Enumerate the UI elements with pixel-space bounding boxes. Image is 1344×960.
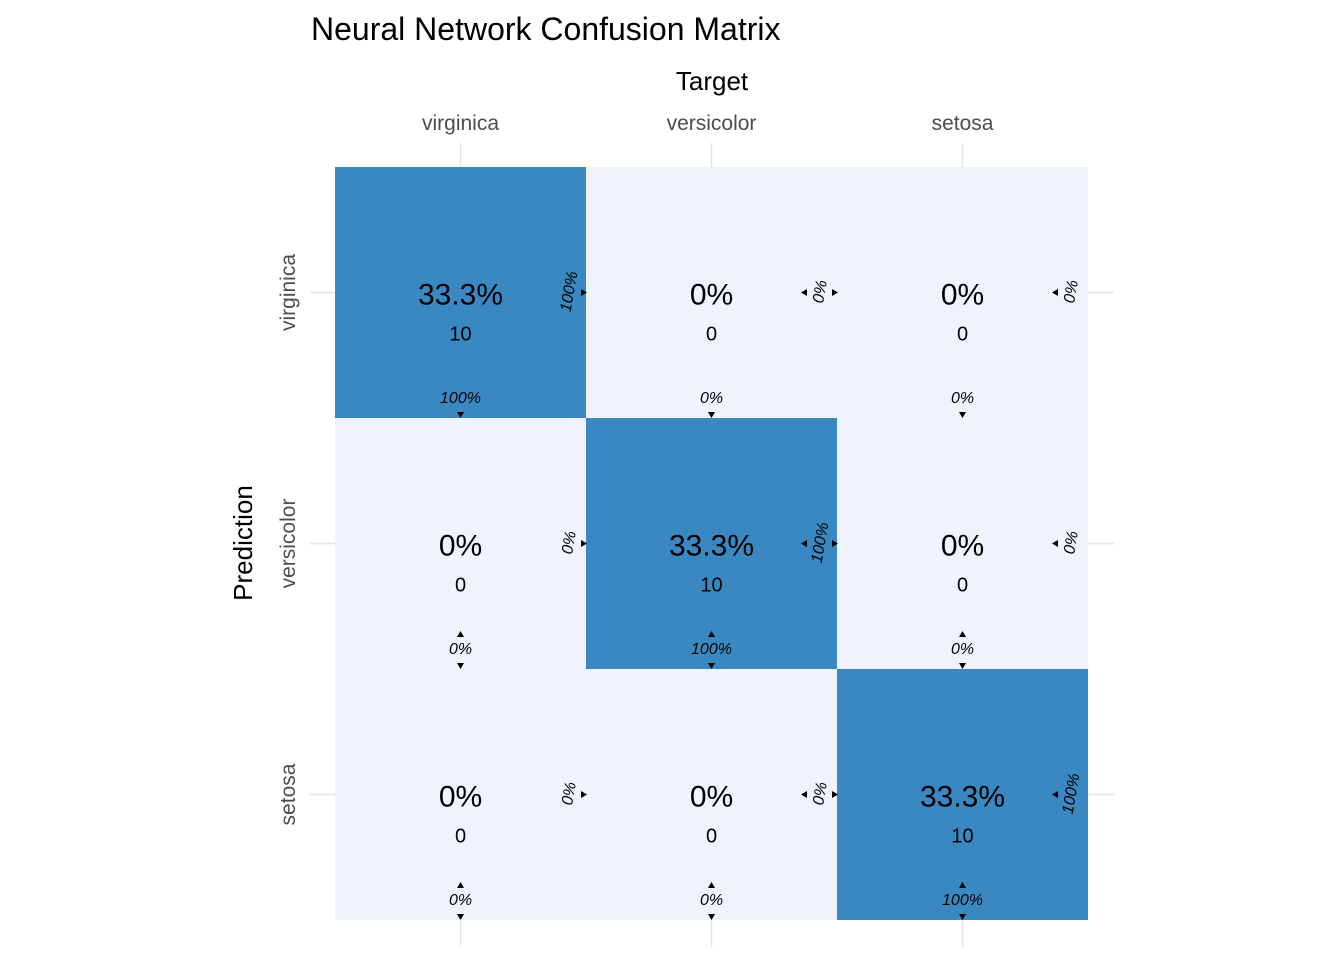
row-right-arrow	[832, 289, 838, 296]
heatmap-cell	[837, 167, 1088, 418]
column-up-arrow	[959, 882, 966, 888]
column-up-arrow	[457, 882, 464, 888]
heatmap-cell	[586, 418, 837, 669]
column-down-arrow	[457, 914, 464, 920]
x-tick-label: virginica	[422, 112, 499, 135]
y-tick-label: setosa	[277, 763, 300, 825]
column-percent-label: 0%	[951, 390, 974, 407]
row-percent-label: 0%	[810, 279, 831, 305]
row-left-arrow	[801, 289, 807, 296]
column-down-arrow	[708, 914, 715, 920]
chart-title: Neural Network Confusion Matrix	[311, 11, 781, 47]
cell-count-label: 10	[700, 575, 722, 597]
column-percent-label: 0%	[449, 892, 472, 909]
column-percent-label: 100%	[691, 641, 732, 658]
cell-percent-label: 33.3%	[669, 530, 754, 563]
row-left-arrow	[1052, 540, 1058, 547]
column-down-arrow	[457, 412, 464, 418]
cell-percent-label: 0%	[941, 279, 984, 312]
x-axis-title: Target	[676, 66, 749, 96]
column-up-arrow	[457, 631, 464, 637]
x-tick-label: setosa	[932, 112, 994, 135]
y-tick-label: versicolor	[277, 499, 300, 589]
column-up-arrow	[708, 631, 715, 637]
column-down-arrow	[959, 663, 966, 669]
row-right-arrow	[581, 540, 587, 547]
cell-percent-label: 33.3%	[418, 279, 503, 312]
column-down-arrow	[708, 412, 715, 418]
column-percent-label: 0%	[700, 390, 723, 407]
column-percent-label: 0%	[700, 892, 723, 909]
row-percent-label: 0%	[810, 781, 831, 807]
grid-lines	[310, 143, 1114, 947]
cell-count-label: 0	[957, 324, 968, 346]
y-axis-title: Prediction	[228, 485, 258, 601]
row-percent-label: 100%	[1060, 772, 1084, 815]
row-percent-label: 0%	[559, 530, 580, 556]
column-up-arrow	[708, 882, 715, 888]
x-tick-label: versicolor	[667, 112, 757, 135]
cell-percent-label: 0%	[439, 530, 482, 563]
row-percent-label: 0%	[559, 781, 580, 807]
cell-percent-label: 0%	[690, 781, 733, 814]
row-right-arrow	[832, 791, 838, 798]
heatmap-cell	[335, 167, 586, 418]
row-left-arrow	[1052, 289, 1058, 296]
heatmap-cell	[335, 418, 586, 669]
column-percent-label: 0%	[449, 641, 472, 658]
cell-percent-label: 0%	[941, 530, 984, 563]
column-down-arrow	[457, 663, 464, 669]
column-down-arrow	[959, 412, 966, 418]
cell-count-label: 0	[455, 575, 466, 597]
row-left-arrow	[1052, 791, 1058, 798]
y-tick-label: virginica	[277, 254, 300, 331]
cell-count-label: 0	[455, 826, 466, 848]
cell-count-label: 0	[706, 324, 717, 346]
row-percent-label: 0%	[1061, 279, 1082, 305]
cell-count-label: 0	[706, 826, 717, 848]
cell-count-label: 0	[957, 575, 968, 597]
heatmap-cell	[586, 669, 837, 920]
cell-count-label: 10	[951, 826, 973, 848]
row-percent-label: 100%	[809, 521, 833, 564]
cell-percent-label: 33.3%	[920, 781, 1005, 814]
heatmap-cells	[335, 167, 1088, 920]
column-down-arrow	[708, 663, 715, 669]
cell-percent-label: 0%	[690, 279, 733, 312]
row-percent-label: 0%	[1061, 530, 1082, 556]
row-left-arrow	[801, 791, 807, 798]
column-up-arrow	[959, 631, 966, 637]
cell-percent-label: 0%	[439, 781, 482, 814]
heatmap-cell	[586, 167, 837, 418]
row-percent-label: 100%	[558, 270, 582, 313]
row-left-arrow	[801, 540, 807, 547]
row-right-arrow	[581, 289, 587, 296]
column-percent-label: 100%	[440, 390, 481, 407]
row-right-arrow	[832, 540, 838, 547]
column-percent-label: 0%	[951, 641, 974, 658]
heatmap-cell	[837, 669, 1088, 920]
row-right-arrow	[581, 791, 587, 798]
axes: virginica versicolor setosa virginica versic…	[277, 112, 994, 825]
heatmap-cell	[837, 418, 1088, 669]
column-percent-label: 100%	[942, 892, 983, 909]
heatmap-cell	[335, 669, 586, 920]
cell-count-label: 10	[449, 324, 471, 346]
column-down-arrow	[959, 914, 966, 920]
